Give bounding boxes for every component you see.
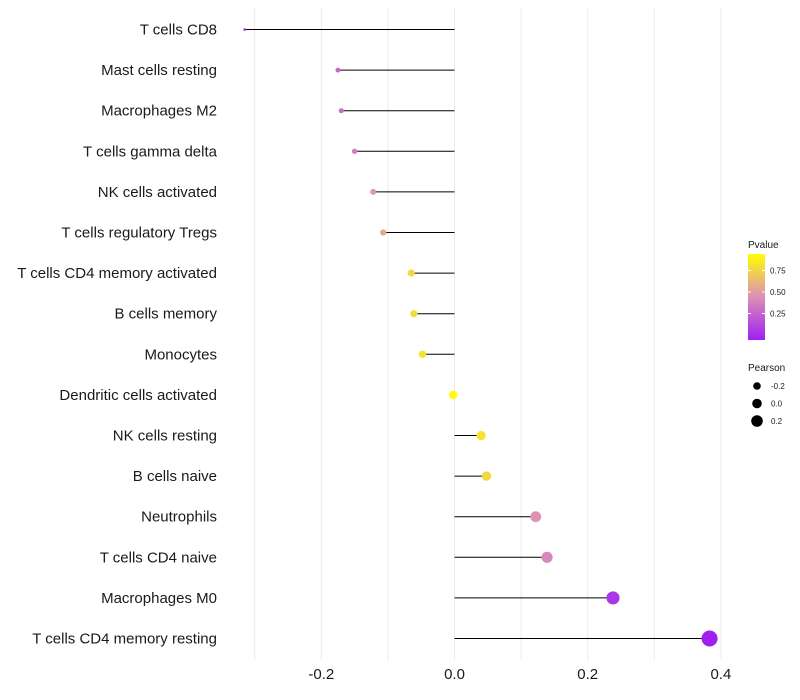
size-legend-title: Pearson — [748, 363, 785, 374]
x-tick-label: 0.0 — [444, 666, 465, 683]
point-mast-cells-resting — [335, 67, 341, 73]
category-label: Mast cells resting — [101, 62, 217, 79]
point-neutrophils — [530, 511, 542, 523]
category-label: T cells CD4 memory resting — [32, 631, 217, 648]
point-layer — [243, 28, 718, 647]
category-labels: T cells CD8 Mast cells resting Macrophages… — [17, 22, 217, 648]
category-label: NK cells resting — [113, 428, 217, 445]
category-label: Macrophages M0 — [101, 590, 217, 607]
category-label: Dendritic cells activated — [59, 387, 217, 404]
point-dendritic-cells-activated — [448, 390, 458, 400]
category-label: T cells gamma delta — [83, 143, 218, 160]
legend: Pvalue 0.75 0.50 0.25 Pearson -0.2 0.0 0.2 — [748, 240, 786, 427]
category-label: B cells naive — [133, 468, 217, 485]
grid-layer — [254, 8, 722, 660]
color-legend-ticks: 0.75 0.50 0.25 — [748, 267, 786, 319]
x-tick-label: -0.2 — [308, 666, 334, 683]
point-t-cells-gamma-delta — [351, 148, 358, 154]
category-label: T cells CD4 memory activated — [17, 265, 217, 282]
point-t-cells-cd4-memory-activated — [407, 269, 415, 277]
x-tick-label: 0.4 — [710, 666, 731, 683]
x-axis-ticks: -0.2 0.0 0.2 0.4 — [308, 666, 731, 683]
color-legend-title: Pvalue — [748, 240, 779, 251]
size-legend-keys: -0.2 0.0 0.2 — [751, 382, 785, 427]
point-t-cells-regulatory-tregs — [380, 229, 387, 236]
category-label: T cells CD8 — [140, 22, 217, 39]
point-b-cells-naive — [481, 471, 492, 481]
color-legend-bar — [748, 254, 765, 340]
color-legend-label: 0.50 — [770, 288, 786, 297]
size-legend-dot — [752, 398, 762, 409]
category-label: Macrophages M2 — [101, 103, 217, 120]
size-legend-dot — [753, 382, 761, 390]
stem-layer — [244, 29, 710, 639]
category-label: T cells CD4 naive — [100, 549, 217, 566]
point-macrophages-m2 — [338, 108, 344, 114]
point-t-cells-cd4-naive — [541, 551, 553, 563]
category-label: B cells memory — [114, 306, 217, 323]
category-label: T cells regulatory Tregs — [61, 225, 217, 242]
category-label: Monocytes — [144, 346, 217, 363]
point-t-cells-cd8 — [243, 28, 247, 31]
category-label: NK cells activated — [98, 184, 217, 201]
point-t-cells-cd4-memory-resting — [701, 630, 718, 647]
point-monocytes — [418, 350, 427, 359]
color-legend-label: 0.75 — [770, 267, 786, 276]
point-nk-cells-activated — [370, 188, 377, 195]
color-legend-label: 0.25 — [770, 310, 786, 319]
point-macrophages-m0 — [606, 591, 620, 605]
size-legend-label: 0.0 — [771, 400, 783, 409]
point-b-cells-memory — [410, 310, 418, 318]
size-legend-label: 0.2 — [771, 417, 783, 426]
size-legend-label: -0.2 — [771, 382, 785, 391]
point-nk-cells-resting — [476, 430, 486, 441]
category-label: Neutrophils — [141, 509, 217, 526]
size-legend-dot — [751, 415, 763, 427]
x-tick-label: 0.2 — [577, 666, 598, 683]
